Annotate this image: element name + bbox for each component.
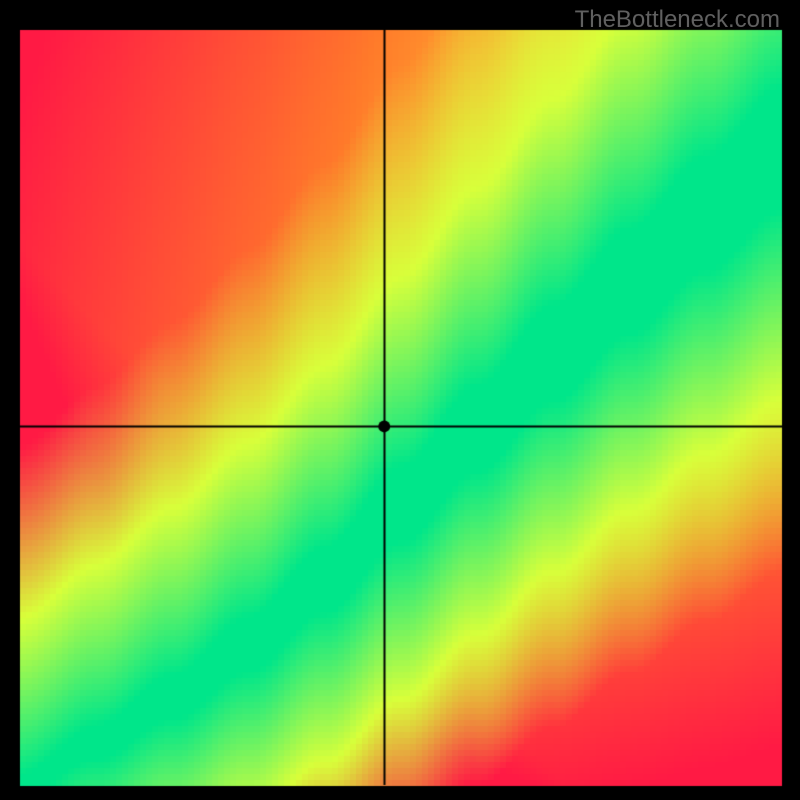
watermark-text: TheBottleneck.com — [575, 6, 780, 34]
heatmap-canvas — [0, 0, 800, 800]
chart-container: TheBottleneck.com — [0, 0, 800, 800]
